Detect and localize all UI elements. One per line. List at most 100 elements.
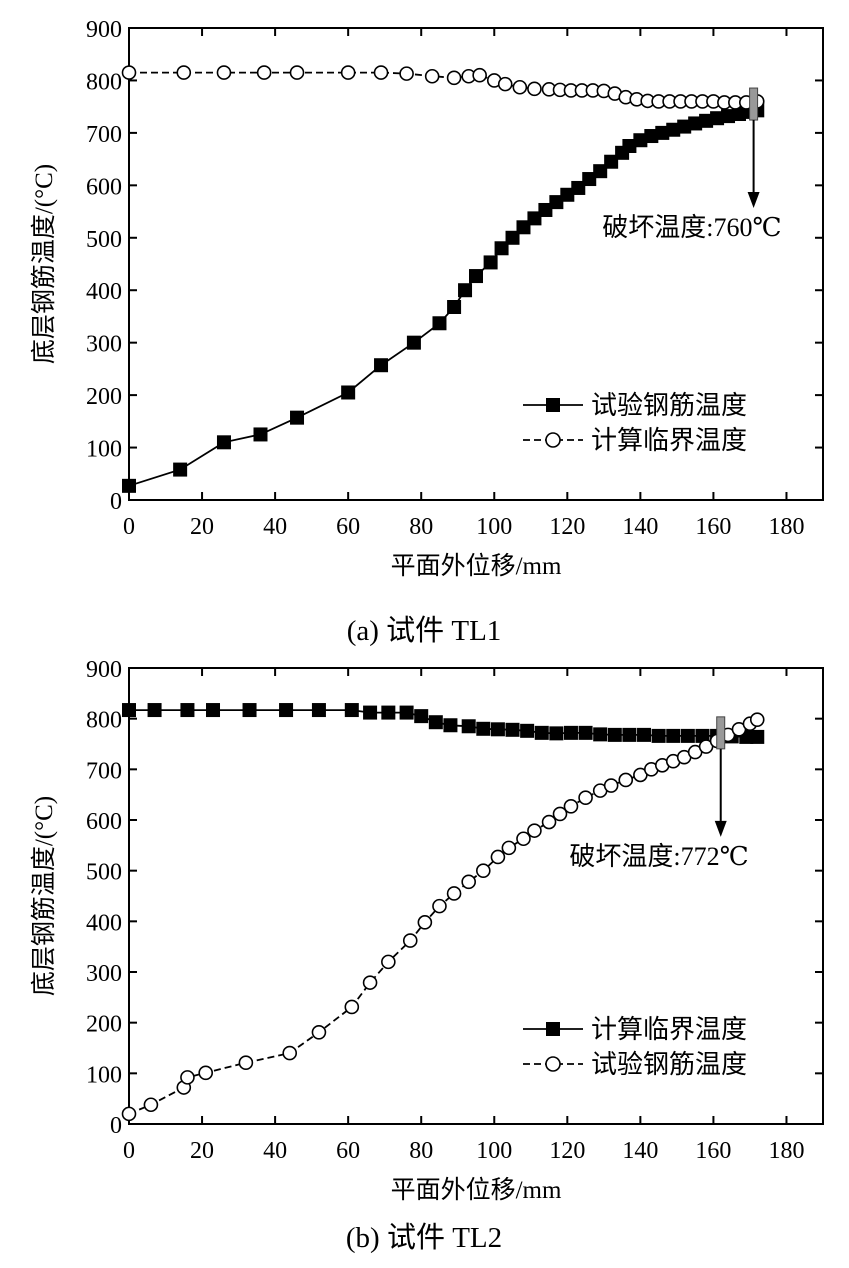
y-tick-label: 300 [86,961,122,987]
data-point-square [582,172,597,187]
failure-marker [749,87,759,121]
data-point-circle [527,823,542,838]
x-tick-label: 160 [695,514,731,540]
data-point-square [750,729,765,744]
data-point-circle [527,81,542,97]
failure-marker [716,716,726,750]
y-tick-label: 700 [86,758,122,784]
data-point-square [655,125,670,140]
y-tick-label: 800 [86,69,122,95]
data-point-circle [256,65,272,80]
data-point-circle [497,76,513,92]
data-point-square [216,435,231,450]
data-point-circle [446,70,462,86]
y-tick-label: 600 [86,809,122,835]
x-tick-label: 180 [768,514,804,540]
data-point-square [710,111,725,126]
data-point-circle [344,999,360,1015]
data-point-circle [238,1055,254,1070]
data-point-circle [541,814,557,830]
data-point-square [520,723,535,738]
y-tick-label: 400 [86,279,122,305]
y-tick-label: 600 [86,174,122,200]
data-point-circle [432,898,447,914]
x-tick-label: 20 [190,514,214,540]
data-point-square [688,116,703,131]
data-point-circle [373,65,389,80]
data-point-circle [399,66,414,81]
data-point-square [680,728,695,743]
data-point-square [122,478,136,493]
x-tick-label: 20 [190,1138,214,1164]
data-point-square [731,107,746,122]
x-axis-label: 平面外位移/mm [391,1176,562,1204]
data-point-square [666,728,681,743]
data-point-square [699,113,714,128]
data-point-square [549,195,564,210]
data-point-square [607,727,622,742]
data-point-square [447,300,462,315]
data-point-square [458,283,473,298]
data-point-square [571,180,586,195]
data-point-square [374,358,389,373]
data-point-square [721,109,736,124]
y-tick-label: 500 [86,860,122,886]
data-point-square [253,427,268,442]
data-point-square [461,719,476,734]
y-tick-label: 500 [86,227,122,253]
x-tick-label: 100 [476,514,512,540]
data-point-square [399,705,414,720]
x-tick-label: 0 [123,514,135,540]
data-point-circle [516,831,531,847]
plot-frame [128,27,824,501]
y-tick-label: 300 [86,332,122,358]
data-point-square [549,726,564,741]
failure-arrow-head [714,820,727,837]
data-point-square [432,316,447,331]
legend-marker-square [546,398,560,412]
data-point-square [560,187,575,202]
data-point-square [637,727,652,742]
failure-arrow-head [747,192,760,209]
data-point-circle [402,933,418,948]
x-tick-label: 40 [263,514,287,540]
data-point-square [147,703,162,718]
data-point-circle [476,863,491,878]
legend-label-1: 计算临界温度 [591,1015,747,1044]
x-tick-label: 80 [409,1138,433,1164]
x-tick-label: 60 [336,514,360,540]
data-point-square [341,385,356,400]
data-point-square [563,725,578,740]
x-tick-label: 0 [123,1138,135,1164]
data-point-circle [603,778,619,793]
plot-frame [128,667,824,1125]
data-point-square [516,220,531,235]
y-tick-label: 0 [110,1113,122,1139]
data-point-circle [289,65,305,80]
data-point-square [381,705,396,720]
figure-caption: (b) 试件 TL2 [346,1221,502,1254]
data-point-circle [424,68,440,84]
x-tick-label: 80 [409,514,433,540]
data-point-circle [381,954,396,970]
x-tick-label: 40 [263,1138,287,1164]
data-point-square [290,410,305,425]
data-point-circle [472,67,487,83]
data-point-square [443,718,458,733]
y-tick-label: 400 [86,910,122,936]
data-point-square [363,705,378,720]
data-point-circle [143,1097,159,1113]
data-point-square [505,722,520,737]
data-point-circle [446,886,462,901]
data-point-circle [552,806,568,822]
data-point-square [538,202,553,217]
y-tick-label: 800 [86,708,122,734]
data-point-circle [749,712,765,727]
y-axis-label: 底层钢筋温度/(°C) [30,796,58,996]
legend-label-2: 计算临界温度 [591,426,747,455]
data-point-square [651,728,666,743]
y-axis-label: 底层钢筋温度/(°C) [30,164,58,364]
data-point-circle [618,772,634,788]
y-tick-label: 200 [86,384,122,410]
